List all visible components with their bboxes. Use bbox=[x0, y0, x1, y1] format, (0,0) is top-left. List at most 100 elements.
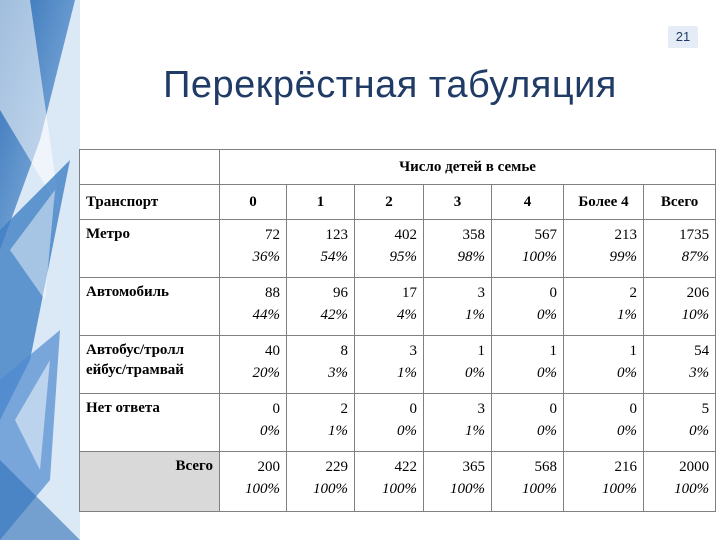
cell-count: 0 bbox=[549, 285, 558, 301]
cell-percent: 100% bbox=[674, 481, 710, 497]
cell-percent: 54% bbox=[320, 249, 349, 265]
cell-percent: 20% bbox=[252, 365, 281, 381]
table-row: Метро 72 36% 123 54% 402 95% 358 98% 567 100% 213 99… bbox=[79, 219, 717, 278]
table-cell: 5 0% bbox=[642, 393, 717, 452]
cell-percent: 10% bbox=[681, 307, 710, 323]
cell-count: 96 bbox=[333, 285, 348, 301]
cell-count: 206 bbox=[686, 285, 710, 301]
table-cell: 0 0% bbox=[491, 277, 564, 336]
table-cell: 3 1% bbox=[423, 393, 492, 452]
column-header: 3 bbox=[423, 184, 492, 220]
cell-percent: 99% bbox=[609, 249, 638, 265]
table-cell: 2000 100% bbox=[642, 451, 717, 512]
table-cell: 54 3% bbox=[642, 335, 717, 394]
cell-count: 3 bbox=[477, 285, 486, 301]
cell-count: 213 bbox=[614, 227, 638, 243]
cell-count: 2000 bbox=[679, 459, 710, 475]
cell-count: 2 bbox=[340, 401, 349, 417]
cell-count: 1 bbox=[549, 343, 558, 359]
cell-count: 40 bbox=[265, 343, 280, 359]
table-cell: 1735 87% bbox=[642, 219, 717, 278]
table-row: Автомобиль 88 44% 96 42% 17 4% 3 1% 0 0% 2 1% 206 10% bbox=[79, 277, 717, 336]
cell-percent: 0% bbox=[617, 423, 637, 439]
cell-percent: 3% bbox=[328, 365, 348, 381]
table-cell: 200 100% bbox=[219, 451, 287, 512]
cell-count: 0 bbox=[629, 401, 638, 417]
crosstab-table: Число детей в семье Транспорт 0 1 2 3 4 Более… bbox=[79, 149, 717, 512]
cell-percent: 95% bbox=[389, 249, 418, 265]
row-header: Транспорт bbox=[79, 184, 220, 220]
row-label: Нет ответа bbox=[79, 393, 220, 452]
cell-percent: 1% bbox=[465, 423, 485, 439]
cell-percent: 98% bbox=[457, 249, 486, 265]
cell-count: 1735 bbox=[679, 227, 710, 243]
cell-percent: 1% bbox=[617, 307, 637, 323]
cell-count: 5 bbox=[701, 401, 710, 417]
cell-percent: 42% bbox=[320, 307, 349, 323]
cell-count: 0 bbox=[549, 401, 558, 417]
table-cell: 3 1% bbox=[423, 277, 492, 336]
cell-percent: 0% bbox=[617, 365, 637, 381]
table-cell: 568 100% bbox=[491, 451, 564, 512]
cell-count: 2 bbox=[629, 285, 638, 301]
cell-count: 568 bbox=[534, 459, 558, 475]
cell-percent: 0% bbox=[537, 423, 557, 439]
cell-count: 72 bbox=[265, 227, 280, 243]
cell-count: 17 bbox=[402, 285, 417, 301]
row-label: Автобус/тролл ейбус/трамвай bbox=[79, 335, 220, 394]
cell-count: 8 bbox=[340, 343, 349, 359]
slide-number: 21 bbox=[668, 26, 698, 48]
table-cell: 358 98% bbox=[423, 219, 492, 278]
table-row: Нет ответа 0 0% 2 1% 0 0% 3 1% 0 0% 0 0% 5 0% bbox=[79, 393, 717, 452]
table-cell: 1 0% bbox=[423, 335, 492, 394]
group-header: Число детей в семье bbox=[218, 149, 717, 185]
row-label: Метро bbox=[79, 219, 220, 278]
table-cell: 0 0% bbox=[219, 393, 287, 452]
cell-count: 3 bbox=[409, 343, 418, 359]
cell-percent: 0% bbox=[260, 423, 280, 439]
table-cell: 422 100% bbox=[354, 451, 424, 512]
total-row: Всего 200 100% 229 100% 422 100% 365 100% 568 100%… bbox=[79, 451, 717, 512]
table-cell: 0 0% bbox=[563, 393, 644, 452]
cell-percent: 0% bbox=[537, 307, 557, 323]
table-cell: 72 36% bbox=[219, 219, 287, 278]
cell-percent: 0% bbox=[537, 365, 557, 381]
cell-percent: 44% bbox=[252, 307, 281, 323]
column-header: 4 bbox=[491, 184, 564, 220]
cell-percent: 1% bbox=[397, 365, 417, 381]
cell-count: 123 bbox=[325, 227, 349, 243]
cell-count: 54 bbox=[694, 343, 710, 359]
cell-count: 422 bbox=[394, 459, 418, 475]
cell-percent: 100% bbox=[245, 481, 280, 497]
cell-count: 216 bbox=[614, 459, 638, 475]
cell-count: 1 bbox=[477, 343, 486, 359]
cell-percent: 100% bbox=[382, 481, 417, 497]
cell-percent: 1% bbox=[328, 423, 348, 439]
table-cell: 123 54% bbox=[286, 219, 355, 278]
table-cell: 216 100% bbox=[563, 451, 644, 512]
table-cell: 96 42% bbox=[286, 277, 355, 336]
cell-count: 0 bbox=[272, 401, 281, 417]
table-cell: 213 99% bbox=[563, 219, 644, 278]
total-label: Всего bbox=[79, 451, 220, 512]
column-header: 1 bbox=[286, 184, 355, 220]
table-cell: 365 100% bbox=[423, 451, 492, 512]
cell-percent: 100% bbox=[522, 481, 557, 497]
table-cell: 88 44% bbox=[219, 277, 287, 336]
table-cell: 229 100% bbox=[286, 451, 355, 512]
cell-count: 88 bbox=[265, 285, 280, 301]
table-cell: 206 10% bbox=[642, 277, 717, 336]
cell-count: 365 bbox=[462, 459, 486, 475]
table-cell: 8 3% bbox=[286, 335, 355, 394]
cell-count: 3 bbox=[477, 401, 486, 417]
table-cell: 0 0% bbox=[354, 393, 424, 452]
cell-percent: 87% bbox=[681, 249, 710, 265]
column-header: 2 bbox=[354, 184, 424, 220]
cell-count: 1 bbox=[629, 343, 638, 359]
corner-cell bbox=[79, 149, 220, 185]
cell-percent: 4% bbox=[397, 307, 417, 323]
table-cell: 2 1% bbox=[286, 393, 355, 452]
cell-count: 0 bbox=[409, 401, 418, 417]
cell-count: 567 bbox=[534, 227, 558, 243]
cell-percent: 0% bbox=[465, 365, 485, 381]
